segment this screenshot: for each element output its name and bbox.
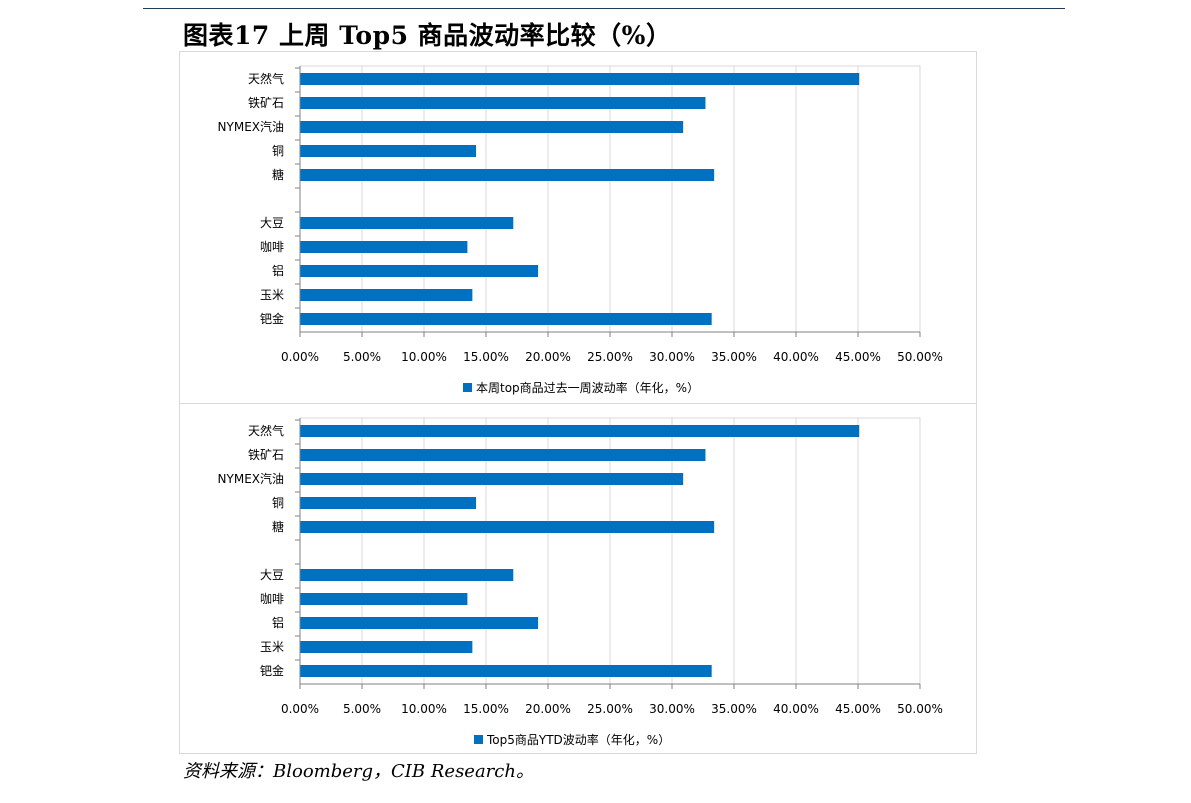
bar: [300, 593, 468, 605]
category-label: 咖啡: [260, 591, 284, 606]
x-tick-label: 10.00%: [401, 350, 447, 364]
bar: [300, 665, 712, 677]
x-tick-label: 20.00%: [525, 350, 571, 364]
bar: [300, 569, 514, 581]
x-tick-label: 0.00%: [281, 702, 319, 716]
category-label: 糖: [272, 167, 284, 182]
category-label: 糖: [272, 519, 284, 534]
category-label: 铜: [272, 495, 284, 510]
bar: [300, 617, 539, 629]
category-label: 铜: [272, 143, 284, 158]
x-tick-label: 5.00%: [343, 350, 381, 364]
x-tick-label: 25.00%: [587, 350, 633, 364]
x-tick-label: 50.00%: [897, 350, 943, 364]
x-tick-label: 15.00%: [463, 702, 509, 716]
category-label: 铁矿石: [248, 448, 284, 462]
legend: 本周top商品过去一周波动率（年化，%）: [463, 380, 699, 395]
legend-swatch: [463, 383, 472, 392]
category-label: 大豆: [260, 216, 284, 230]
x-tick-label: 40.00%: [773, 350, 819, 364]
category-label: 大豆: [260, 568, 284, 582]
bar: [300, 313, 712, 325]
chart-panel-weekly: 天然气铁矿石 NYMEX汽油铜糖大豆咖啡铝玉米钯金 0.00% 5.00% 10.00%…: [179, 51, 977, 404]
x-tick-label: 40.00%: [773, 702, 819, 716]
legend-swatch: [474, 735, 483, 744]
bar: [300, 521, 715, 533]
bar: [300, 121, 684, 133]
legend-label: Top5商品YTD波动率（年化，%）: [486, 732, 670, 747]
chart-panel-ytd: 天然气铁矿石 NYMEX汽油铜糖大豆咖啡铝玉米钯金 0.00% 5.00% 10.00%…: [179, 403, 977, 754]
bar: [300, 449, 706, 461]
category-label: 钯金: [260, 311, 284, 326]
category-label: 钯金: [260, 663, 284, 678]
legend: Top5商品YTD波动率（年化，%）: [474, 732, 670, 747]
bar: [300, 217, 514, 229]
x-tick-label: 15.00%: [463, 350, 509, 364]
x-tick-label: 45.00%: [835, 350, 881, 364]
x-tick-label: 30.00%: [649, 350, 695, 364]
bar: [300, 73, 860, 85]
category-label: 天然气: [248, 423, 284, 438]
category-label: NYMEX汽油: [218, 119, 284, 134]
x-tick-label: 25.00%: [587, 702, 633, 716]
x-tick-label: 35.00%: [711, 350, 757, 364]
bar: [300, 497, 477, 509]
bar: [300, 241, 468, 253]
x-tick-label: 35.00%: [711, 702, 757, 716]
legend-label: 本周top商品过去一周波动率（年化，%）: [476, 380, 699, 395]
bar: [300, 289, 473, 301]
bar: [300, 265, 539, 277]
bar: [300, 473, 684, 485]
bar: [300, 97, 706, 109]
x-tick-label: 20.00%: [525, 702, 571, 716]
category-label: 咖啡: [260, 239, 284, 254]
x-tick-label: 50.00%: [897, 702, 943, 716]
x-tick-label: 45.00%: [835, 702, 881, 716]
bar: [300, 145, 477, 157]
top-rule: [143, 8, 1065, 9]
bar: [300, 169, 715, 181]
bar: [300, 425, 860, 437]
x-tick-label: 30.00%: [649, 702, 695, 716]
x-tick-label: 5.00%: [343, 702, 381, 716]
category-label: 铁矿石: [248, 96, 284, 110]
source-note: 资料来源：Bloomberg，CIB Research。: [183, 761, 534, 782]
figure-title: 图表17 上周 Top5 商品波动率比较（%）: [183, 21, 672, 50]
category-label: 天然气: [248, 71, 284, 86]
x-tick-label: 10.00%: [401, 702, 447, 716]
bar: [300, 641, 473, 653]
category-label: 玉米: [260, 288, 284, 302]
category-label: 铝: [272, 615, 284, 630]
category-label: 玉米: [260, 640, 284, 654]
category-label: 铝: [272, 263, 284, 278]
x-tick-label: 0.00%: [281, 350, 319, 364]
category-label: NYMEX汽油: [218, 471, 284, 486]
